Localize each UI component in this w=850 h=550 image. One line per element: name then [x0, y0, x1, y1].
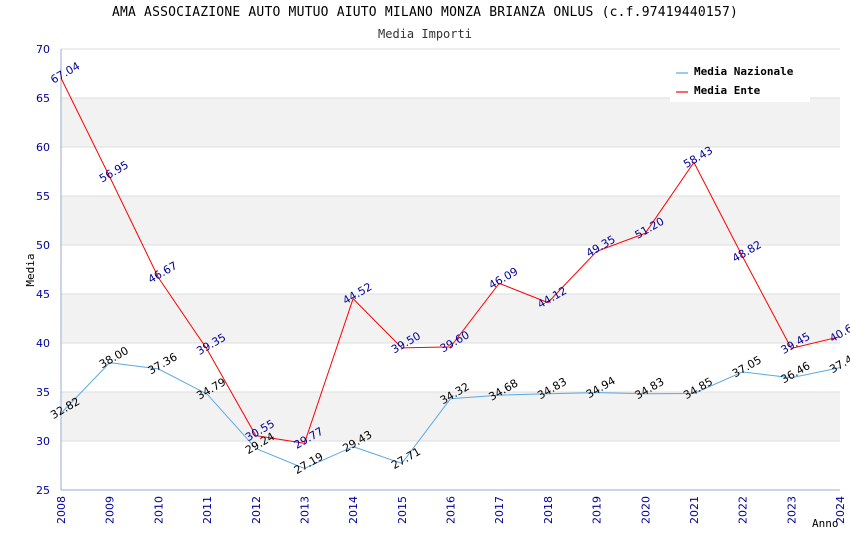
- grid-band: [61, 98, 840, 147]
- x-tick-label: 2013: [298, 496, 311, 524]
- y-tick-label: 25: [36, 484, 50, 497]
- x-axis-title: Anno: [812, 517, 839, 530]
- y-tick-labels: 25 30 35 40 45 50 55 60 65 70: [36, 43, 50, 497]
- grid-bands: [61, 49, 840, 490]
- x-tick-label: 2016: [445, 496, 458, 524]
- x-tick-label: 2015: [396, 496, 409, 524]
- grid-band: [61, 245, 840, 294]
- y-tick-label: 40: [36, 337, 50, 350]
- legend-box: [670, 58, 810, 102]
- grid-band: [61, 343, 840, 392]
- series-line-media-ente: [60, 77, 841, 444]
- y-tick-label: 60: [36, 141, 50, 154]
- x-tick-label: 2017: [493, 496, 506, 524]
- y-tick-label: 30: [36, 435, 50, 448]
- y-tick-label: 55: [36, 190, 50, 203]
- x-tick-label: 2014: [347, 496, 360, 524]
- chart-title: AMA ASSOCIAZIONE AUTO MUTUO AIUTO MILANO…: [111, 5, 739, 20]
- axes: [60, 49, 840, 491]
- x-tick-label: 2021: [688, 496, 701, 524]
- y-tick-label: 70: [36, 43, 50, 56]
- grid-band: [61, 392, 840, 441]
- y-axis-title: Media: [24, 253, 37, 286]
- x-tick-label: 2010: [152, 496, 165, 524]
- x-tick-label: 2020: [639, 496, 652, 524]
- y-tick-label: 35: [36, 386, 50, 399]
- series-lines: [60, 77, 841, 470]
- x-tick-label: 2009: [104, 496, 117, 524]
- chart-subtitle: Media Importi: [378, 27, 472, 41]
- grid-band: [61, 441, 840, 490]
- x-tick-label: 2019: [591, 496, 604, 524]
- grid-band: [61, 147, 840, 196]
- x-tick-label: 2024: [834, 496, 847, 524]
- x-tick-label: 2018: [542, 496, 555, 524]
- x-tick-labels: 2008 2009 2010 2011 2012 2013 2014 2015 2016 2017…: [55, 496, 847, 524]
- legend-label-nazionale: Media Nazionale: [694, 65, 794, 78]
- grid-band: [61, 196, 840, 245]
- x-tick-label: 2012: [250, 496, 263, 524]
- series-line-media-nazionale: [60, 362, 841, 470]
- x-tick-label: 2008: [55, 496, 68, 524]
- legend: Media Nazionale Media Ente: [670, 58, 810, 102]
- y-tick-label: 45: [36, 288, 50, 301]
- x-tick-label: 2022: [737, 496, 750, 524]
- y-tick-label: 50: [36, 239, 50, 252]
- x-tick-label: 2011: [201, 496, 214, 524]
- y-tick-label: 65: [36, 92, 50, 105]
- grid-band: [61, 294, 840, 343]
- legend-label-ente: Media Ente: [694, 84, 761, 97]
- x-tick-label: 2023: [785, 496, 798, 524]
